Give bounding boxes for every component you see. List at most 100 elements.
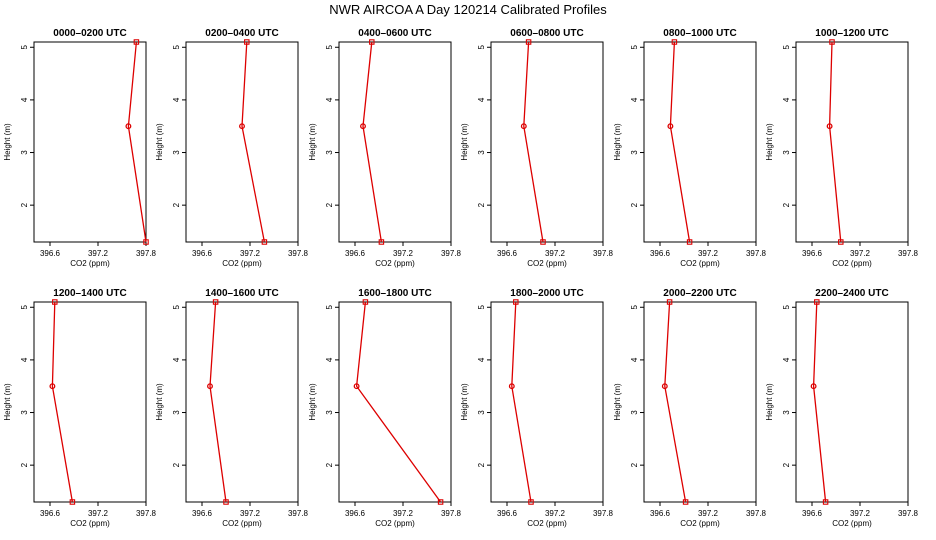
x-tick-label: 396.6 [497,509,518,518]
y-tick-label: 3 [20,410,29,415]
plot-frame [490,41,604,243]
y-tick-label: 5 [630,304,639,309]
x-tick-label: 397.8 [898,509,919,518]
x-axis-label: CO2 (ppm) [222,259,262,268]
y-axis-label: Height (m) [613,123,622,161]
plot-frame [643,301,757,503]
profile-line [241,41,266,243]
y-tick-label: 3 [782,410,791,415]
y-tick-label: 2 [477,462,486,467]
y-tick-label: 3 [477,150,486,155]
x-axis-label: CO2 (ppm) [222,519,262,528]
x-axis-label: CO2 (ppm) [527,259,567,268]
x-tick-label: 397.2 [88,249,109,258]
data-point [52,299,58,305]
profile-panel: 0200–0400 UTC 396.6 397.2 397.8 2 3 4 5 CO2 (ppm… [155,28,309,268]
x-tick-label: 396.6 [345,249,366,258]
y-tick-label: 2 [630,462,639,467]
profile-line [362,41,383,243]
x-tick-label: 397.2 [850,249,871,258]
profile-panel: 0600–0800 UTC 396.6 397.2 397.8 2 3 4 5 CO2 (ppm… [460,28,614,268]
plot-frame [33,301,147,503]
data-point [362,299,369,305]
y-tick-label: 2 [172,202,181,207]
panel-title: 1800–2000 UTC [510,288,583,299]
profile-line [828,41,842,243]
y-tick-label: 5 [630,44,639,49]
data-point [822,499,829,505]
data-point [143,239,149,245]
y-tick-label: 5 [477,44,486,49]
x-tick-label: 397.8 [136,509,157,518]
x-tick-label: 397.2 [545,249,566,258]
panel-title: 1400–1600 UTC [205,288,278,299]
profile-line [669,41,691,243]
x-tick-label: 397.2 [850,509,871,518]
x-tick-label: 397.2 [240,249,261,258]
x-tick-label: 397.2 [545,509,566,518]
y-axis-label: Height (m) [155,123,164,161]
panel-grid: 0000–0200 UTC 396.6 397.2 397.8 2 3 4 5 CO2 (ppm… [3,28,919,528]
data-point [829,39,835,45]
data-point [244,39,250,45]
figure-title: NWR AIRCOA A Day 120214 Calibrated Profi… [329,2,607,17]
x-tick-label: 397.8 [136,249,157,258]
y-tick-label: 2 [172,462,181,467]
y-tick-label: 4 [325,97,334,102]
data-point [540,239,546,245]
x-axis-label: CO2 (ppm) [527,519,567,528]
x-tick-label: 397.2 [393,249,414,258]
panel-title: 0200–0400 UTC [205,28,278,39]
plot-frame [795,301,909,503]
y-tick-label: 5 [782,44,791,49]
data-point [826,123,833,130]
profile-line [51,301,74,503]
y-tick-label: 3 [172,410,181,415]
y-tick-label: 4 [630,97,639,102]
y-tick-label: 4 [782,357,791,362]
profile-panel: 0800–1000 UTC 396.6 397.2 397.8 2 3 4 5 CO2 (ppm… [613,28,767,268]
y-tick-label: 5 [325,304,334,309]
y-tick-label: 3 [325,410,334,415]
plot-frame [338,301,452,503]
data-point [686,239,693,245]
profile-line [523,41,544,243]
x-axis-label: CO2 (ppm) [70,519,110,528]
y-tick-label: 3 [325,150,334,155]
panel-title: 0600–0800 UTC [510,28,583,39]
data-point [360,123,366,130]
data-point [671,39,678,45]
data-point [125,123,132,130]
data-point [520,123,527,130]
profile-line [355,301,442,503]
profile-panel: 2200–2400 UTC 396.6 397.2 397.8 2 3 4 5 CO2 (ppm… [765,288,919,528]
x-tick-label: 396.6 [802,509,823,518]
y-axis-label: Height (m) [308,383,317,421]
x-tick-label: 396.6 [650,509,671,518]
panel-title: 1000–1200 UTC [815,28,888,39]
panel-title: 1600–1800 UTC [358,288,431,299]
data-point [814,299,820,305]
x-tick-label: 397.2 [698,249,719,258]
profile-panel: 1000–1200 UTC 396.6 397.2 397.8 2 3 4 5 CO2 (ppm… [765,28,919,268]
x-tick-label: 397.2 [88,509,109,518]
y-tick-label: 2 [20,462,29,467]
data-point [369,39,375,45]
profile-panel: 1600–1800 UTC 396.6 397.2 397.8 2 3 4 5 CO2 (ppm… [308,288,462,528]
x-axis-label: CO2 (ppm) [680,519,720,528]
y-tick-label: 4 [20,97,29,102]
x-axis-label: CO2 (ppm) [70,259,110,268]
x-tick-label: 396.6 [650,249,671,258]
y-axis-label: Height (m) [613,383,622,421]
plot-frame [33,41,147,243]
y-tick-label: 5 [20,304,29,309]
plot-frame [643,41,757,243]
y-axis-label: Height (m) [308,123,317,161]
y-tick-label: 3 [782,150,791,155]
x-tick-label: 396.6 [40,509,61,518]
panel-title: 0000–0200 UTC [53,28,126,39]
panel-title: 0400–0600 UTC [358,28,431,39]
x-tick-label: 396.6 [497,249,518,258]
y-axis-label: Height (m) [3,383,12,421]
x-tick-label: 397.8 [288,249,309,258]
